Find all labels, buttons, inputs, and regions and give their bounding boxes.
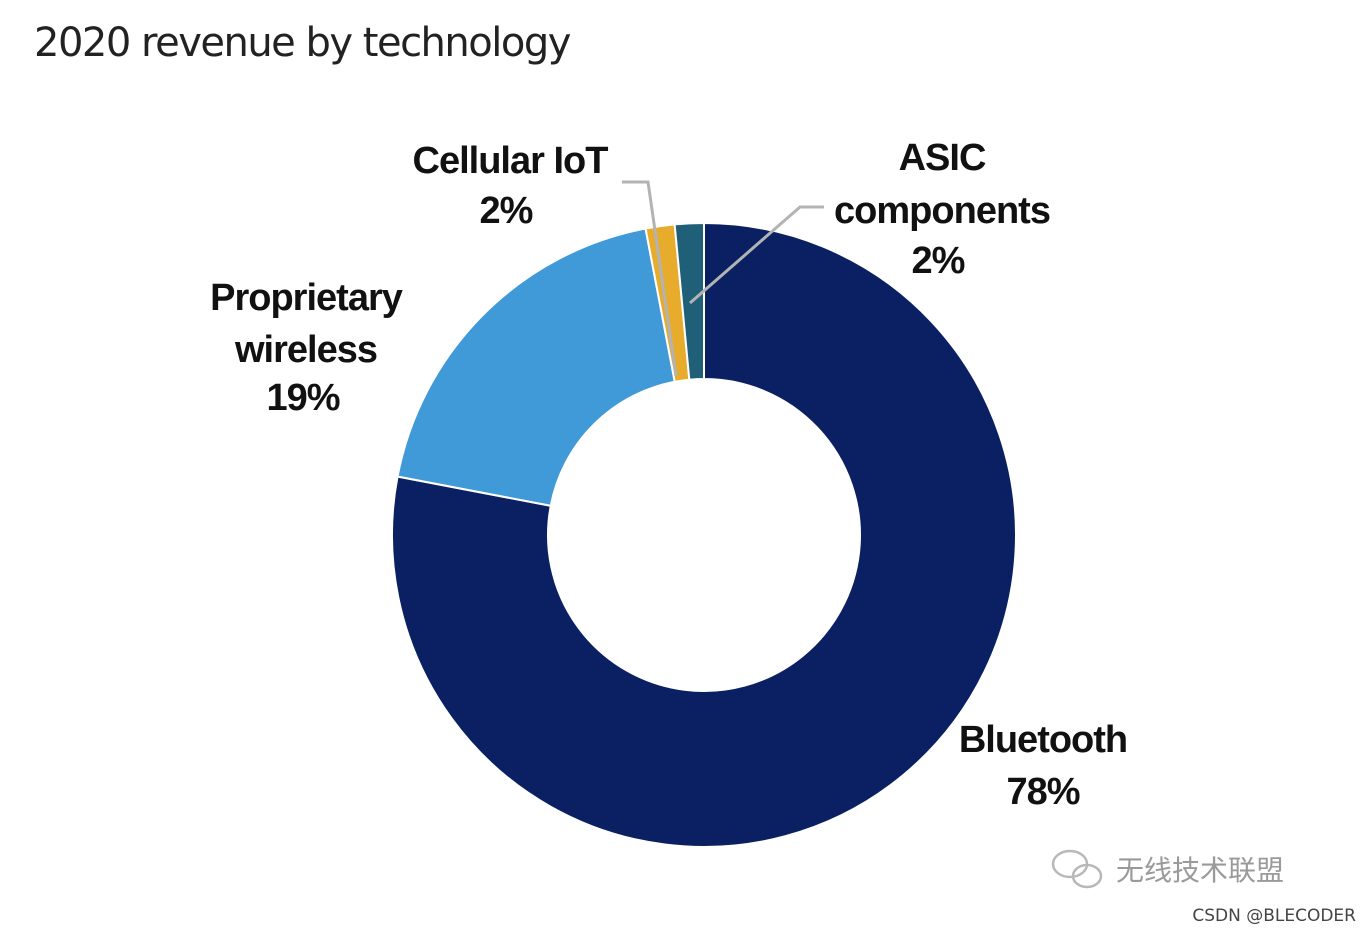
label-bluetooth-value: 78% bbox=[1006, 771, 1079, 813]
cellular-leader-line bbox=[622, 180, 678, 377]
label-asic-name: ASIC bbox=[899, 137, 986, 179]
label-bluetooth-name: Bluetooth bbox=[959, 719, 1127, 761]
watermark-text: 无线技术联盟 bbox=[1116, 854, 1284, 887]
label-cellular-value: 2% bbox=[480, 190, 533, 232]
slice-bluetooth bbox=[390, 221, 1017, 848]
label-asic-value: 2% bbox=[912, 240, 965, 282]
label-proprietary-value: 19% bbox=[266, 377, 339, 419]
donut-slices bbox=[390, 221, 1017, 848]
label-proprietary-category: wireless bbox=[234, 329, 377, 371]
label-cellular-name: Cellular IoT bbox=[413, 140, 609, 182]
watermark-credit: CSDN @BLECODER bbox=[1192, 906, 1356, 926]
asic-leader-line bbox=[689, 205, 824, 305]
slice-proprietary-wireless bbox=[396, 227, 676, 507]
wechat-icon bbox=[1051, 849, 1103, 889]
slice-asic-components bbox=[673, 221, 705, 381]
label-asic-category: components bbox=[834, 190, 1050, 232]
label-proprietary-name: Proprietary bbox=[210, 277, 403, 319]
chart-title: 2020 revenue by technology bbox=[34, 20, 571, 66]
